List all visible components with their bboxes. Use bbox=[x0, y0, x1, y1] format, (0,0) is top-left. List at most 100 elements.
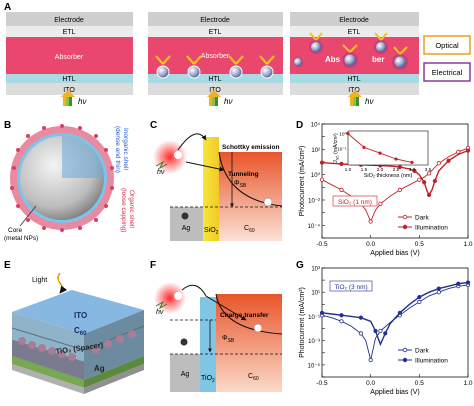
x-tick-label: -0.5 bbox=[316, 241, 328, 248]
tio2-front-face bbox=[12, 356, 84, 388]
light-arrow-stripe bbox=[209, 96, 212, 106]
nanoparticle bbox=[187, 65, 201, 79]
panel-label-b: B bbox=[4, 120, 11, 131]
inset-x-tick-label: 2.5 bbox=[393, 167, 400, 173]
htl-label: HTL bbox=[62, 76, 75, 83]
series-marker-dark bbox=[319, 177, 325, 182]
ito-layer bbox=[290, 83, 419, 95]
inset-marker bbox=[410, 160, 414, 164]
inset-marker bbox=[346, 132, 350, 136]
absorber-label: Absorber bbox=[55, 54, 84, 61]
inset-marker bbox=[394, 157, 398, 161]
series-marker-dark bbox=[368, 357, 373, 363]
inset-y-tick-label: 10⁻¹ bbox=[337, 147, 347, 153]
sample-label-box bbox=[329, 280, 373, 292]
inset-frame bbox=[347, 130, 429, 166]
series-marker-illumination bbox=[422, 180, 427, 185]
np-layer bbox=[12, 339, 84, 382]
c60-label: C60 bbox=[74, 326, 87, 337]
light-arrow-stripe bbox=[215, 96, 218, 106]
chart-g: 10⁻⁵ 10⁻³ 10⁻¹ 10¹ 10³ -0.5 0.0 0.5 1.0 Applied b… bbox=[299, 267, 473, 397]
series-line-illumination bbox=[321, 281, 469, 347]
ag-label: Ag bbox=[182, 225, 191, 232]
series-marker-dark bbox=[339, 187, 344, 192]
ito-label: ITO bbox=[348, 87, 360, 94]
ag-region bbox=[170, 207, 203, 241]
transfer-arrow bbox=[181, 284, 247, 321]
legend-label: Dark bbox=[415, 348, 429, 355]
y-tick-label: 10⁻⁵ bbox=[308, 362, 321, 369]
organic-label: Organic shell bbox=[128, 190, 135, 228]
series-marker-illumination bbox=[319, 310, 325, 315]
absorber-label-part: ber bbox=[372, 55, 384, 64]
inset-x-tick-label: 1.0 bbox=[345, 167, 352, 173]
phi-label: ΦSB bbox=[234, 180, 247, 189]
x-tick-label: 1.0 bbox=[463, 241, 472, 248]
ito-label: ITO bbox=[74, 311, 87, 320]
emission-arrow bbox=[177, 133, 207, 151]
inset-x-tick-label: 1.5 bbox=[361, 167, 368, 173]
transferred-electron bbox=[263, 197, 273, 207]
inset-x-axis-label: SiO₂ thickness (nm) bbox=[364, 173, 413, 179]
light-arrow-icon bbox=[207, 90, 221, 97]
legend-marker bbox=[402, 224, 408, 230]
c60-label: C60 bbox=[244, 225, 255, 234]
inset-x-tick-label: 2.0 bbox=[377, 167, 384, 173]
light-arrow-icon bbox=[61, 90, 75, 97]
series-marker-dark bbox=[456, 149, 461, 154]
series-marker-dark bbox=[397, 187, 402, 192]
device-schematic bbox=[11, 290, 145, 394]
nanoparticle bbox=[394, 56, 406, 68]
light-arrow-stripe bbox=[212, 96, 215, 106]
nanoparticle bbox=[229, 65, 243, 79]
sio2-label: SiO2 bbox=[204, 227, 219, 236]
light-hv-label: hν bbox=[157, 169, 165, 176]
htl-label: HTL bbox=[347, 76, 360, 83]
core-shell-diagram bbox=[10, 124, 114, 232]
light-arrow-icon bbox=[348, 90, 362, 97]
x-tick-label: 0.0 bbox=[366, 241, 375, 248]
c60-region bbox=[219, 152, 282, 241]
hot-electron bbox=[174, 292, 182, 300]
etl-layer bbox=[290, 26, 419, 37]
y-tick-label: 10² bbox=[311, 148, 320, 154]
legend-marker bbox=[402, 357, 408, 363]
ligand-dots bbox=[10, 124, 114, 232]
series-marker-illumination bbox=[456, 281, 461, 286]
ag-label: Ag bbox=[181, 371, 190, 378]
light-arrow-stripe bbox=[353, 96, 356, 106]
y-tick-label: 10⁻³ bbox=[308, 339, 320, 345]
phi-label: ΦSB bbox=[222, 335, 235, 344]
series-marker-illumination bbox=[465, 148, 471, 153]
light-arrow-icon bbox=[57, 272, 68, 294]
electrode-label: Electrode bbox=[339, 17, 369, 24]
ag-front-face bbox=[12, 364, 84, 394]
core-label: Core bbox=[8, 227, 22, 234]
y-tick-label: 10⁻² bbox=[308, 199, 320, 205]
series-line-dark bbox=[321, 284, 469, 361]
c60-region bbox=[216, 294, 282, 392]
nanoparticle bbox=[260, 65, 274, 79]
series-marker-illumination bbox=[446, 158, 451, 163]
light-arrow-stripe bbox=[350, 96, 353, 106]
plasmon-hotspot bbox=[154, 282, 186, 314]
nanoparticle bbox=[311, 42, 321, 52]
y-axis-label: Photocurrent (mA/cm²) bbox=[299, 287, 306, 358]
hot-electron bbox=[174, 151, 182, 159]
schottky-label: Schottky emission bbox=[222, 144, 279, 151]
tio2-layer bbox=[200, 297, 216, 392]
x-axis-label: Applied bias (V) bbox=[370, 389, 419, 396]
series-marker-dark bbox=[378, 201, 383, 206]
htl-layer bbox=[6, 74, 133, 83]
stack-side-face bbox=[84, 310, 144, 380]
electrode-label: Electrode bbox=[54, 17, 84, 24]
panel-label-c: C bbox=[150, 120, 157, 131]
series-marker-illumination bbox=[358, 315, 364, 320]
tunneling-arrow bbox=[185, 161, 225, 172]
light-hv-label: hν bbox=[224, 97, 232, 106]
hole-icon bbox=[181, 212, 189, 220]
etl-label: ETL bbox=[209, 29, 222, 36]
y-tick-label: 10⁻¹ bbox=[308, 315, 320, 321]
series-marker-illumination bbox=[465, 280, 471, 285]
nanoparticles bbox=[293, 40, 408, 70]
